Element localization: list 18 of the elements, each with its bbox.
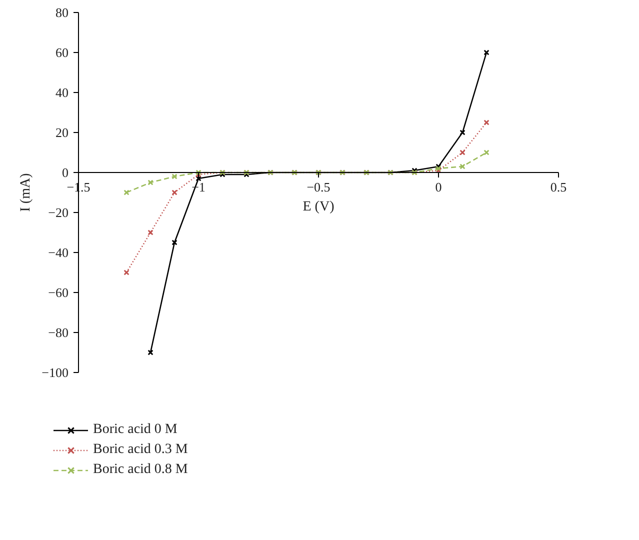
y-axis-title: I (mA) [18, 172, 34, 212]
x-tick-label: −0.5 [306, 180, 330, 194]
y-tick-label: −80 [48, 325, 69, 340]
y-tick-label: −60 [48, 285, 69, 300]
x-tick-label: 0.5 [550, 180, 567, 194]
y-tick-label: −20 [48, 205, 69, 220]
y-tick-label: −100 [42, 365, 69, 380]
y-tick-label: 0 [62, 165, 68, 180]
y-tick-label: 20 [56, 125, 68, 140]
y-tick-label: 80 [56, 5, 68, 20]
x-tick-label: 0 [435, 180, 442, 194]
y-tick-label: 40 [56, 85, 68, 100]
legend-label: Boric acid 0.8 M [93, 462, 188, 478]
legend-label: Boric acid 0.3 M [93, 442, 188, 458]
y-tick-label: 60 [56, 45, 68, 60]
legend-label: Boric acid 0 M [93, 422, 178, 438]
x-axis-title: E (V) [302, 200, 335, 214]
y-tick-label: −40 [48, 245, 69, 260]
